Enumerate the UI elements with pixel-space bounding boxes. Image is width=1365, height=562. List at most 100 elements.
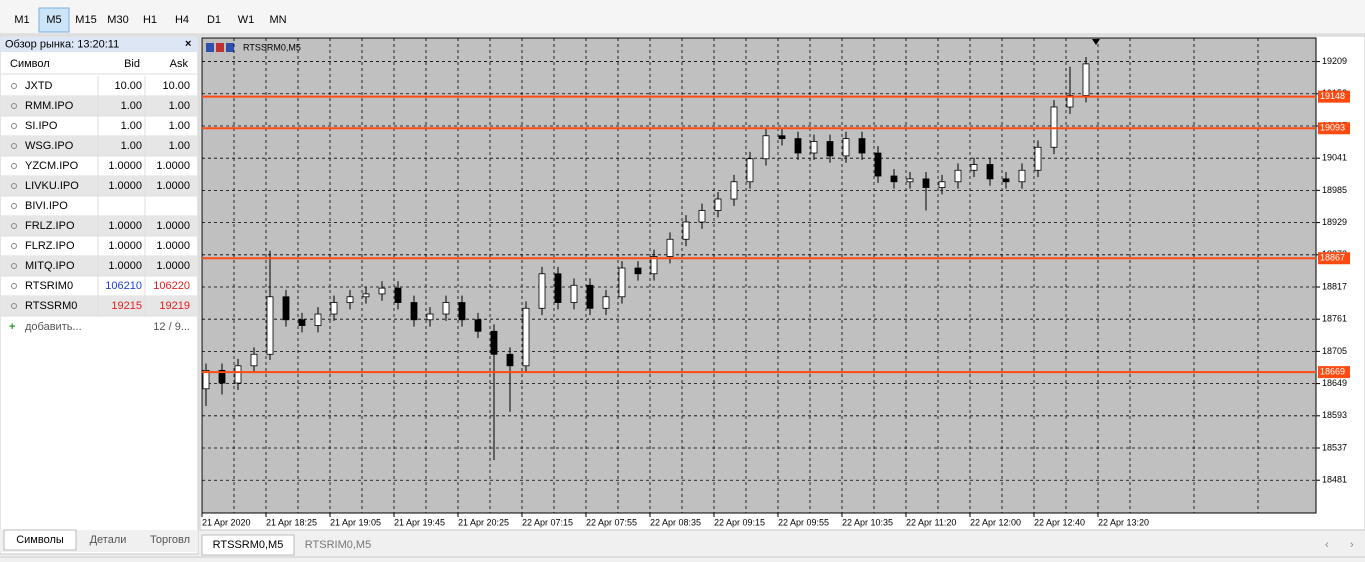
panel-title-bar <box>1 37 197 52</box>
symbol-icon <box>11 223 17 229</box>
candle-body <box>410 302 418 321</box>
candle-body <box>586 284 594 309</box>
chart-tabs-bar <box>200 534 1365 556</box>
y-tick-label: 18593 <box>1322 410 1347 420</box>
timeframe-button[interactable]: M15 <box>75 14 96 26</box>
y-tick-label: 19041 <box>1322 153 1347 163</box>
timeframe-button[interactable]: M1 <box>14 14 29 26</box>
symbol[interactable]: RTSRIM0 <box>25 280 73 292</box>
candle-body <box>570 284 578 303</box>
candle-body <box>426 313 434 321</box>
symbol[interactable]: JXTD <box>25 80 53 92</box>
timeframe-button[interactable]: H1 <box>143 14 157 26</box>
candle-body <box>1018 169 1026 183</box>
ask: 1.00 <box>169 140 190 152</box>
candle-body <box>826 141 834 157</box>
bid: 1.00 <box>121 140 142 152</box>
bid: 1.0000 <box>108 160 142 172</box>
symbol[interactable]: LIVKU.IPO <box>25 180 79 192</box>
chart-title: RTSSRM0,M5 <box>243 42 301 52</box>
symbol[interactable]: RTSSRM0 <box>25 300 77 312</box>
column-bid[interactable]: Bid <box>124 58 140 70</box>
bid: 1.0000 <box>108 260 142 272</box>
x-tick-label: 22 Apr 12:00 <box>970 517 1021 527</box>
y-tick-label: 18929 <box>1322 217 1347 227</box>
symbol[interactable]: WSG.IPO <box>25 140 74 152</box>
symbol-icon <box>11 303 17 309</box>
symbol-icon <box>11 83 17 89</box>
level-label-bg <box>1318 252 1350 265</box>
candle-body <box>986 164 994 180</box>
scroll-right[interactable]: › <box>1350 539 1354 551</box>
symbol[interactable]: BIVI.IPO <box>25 200 68 212</box>
add-icon[interactable]: + <box>9 321 15 333</box>
candle-body <box>538 273 546 309</box>
symbol[interactable]: SI.IPO <box>25 120 58 132</box>
candle-body <box>922 178 930 188</box>
row-bg <box>1 256 197 276</box>
candle-body <box>906 178 914 183</box>
symbol-icon <box>11 143 17 149</box>
y-tick-label: 18649 <box>1322 378 1347 388</box>
x-tick-label: 22 Apr 10:35 <box>842 517 893 527</box>
chart-tab[interactable]: RTSSRM0,M5 <box>213 539 284 551</box>
symbol-icon <box>11 123 17 129</box>
candle-body <box>954 169 962 183</box>
close-button[interactable]: × <box>185 38 191 50</box>
bid: 1.00 <box>121 100 142 112</box>
symbol[interactable]: RMM.IPO <box>25 100 74 112</box>
symbol-icon <box>11 243 17 249</box>
row-bg <box>1 136 197 156</box>
candle-body <box>250 353 258 367</box>
candle-body <box>842 138 850 157</box>
chart-icon <box>226 43 234 52</box>
chart-icon <box>216 43 224 52</box>
ask: 1.0000 <box>156 180 190 192</box>
row-bg <box>1 176 197 196</box>
timeframe-button[interactable]: MN <box>269 14 286 26</box>
candle-body <box>858 138 866 154</box>
timeframe-button[interactable]: W1 <box>238 14 255 26</box>
ask: 10.00 <box>162 80 190 92</box>
candle-body <box>938 181 946 188</box>
chart-tab[interactable]: RTSRIM0,M5 <box>305 539 371 551</box>
y-tick-label: 18481 <box>1322 475 1347 485</box>
candle-body <box>442 302 450 315</box>
row-bg <box>1 216 197 236</box>
toolbar <box>0 0 1365 34</box>
symbol[interactable]: YZCM.IPO <box>25 160 79 172</box>
candle-body <box>666 238 674 257</box>
column-symbol[interactable]: Символ <box>10 58 50 70</box>
row-bg <box>1 296 197 316</box>
symbol[interactable]: FRLZ.IPO <box>25 220 75 232</box>
bid: 1.00 <box>121 120 142 132</box>
y-tick-label: 18705 <box>1322 346 1347 356</box>
row-bg <box>1 96 197 116</box>
candle-body <box>650 256 658 275</box>
x-tick-label: 21 Apr 18:25 <box>266 517 317 527</box>
candle-body <box>394 287 402 303</box>
candle-body <box>970 164 978 171</box>
bid: 106210 <box>105 280 142 292</box>
scroll-left[interactable]: ‹ <box>1325 539 1329 551</box>
candle-body <box>330 302 338 315</box>
candle-body <box>522 307 530 367</box>
candle-body <box>202 369 210 390</box>
add-symbol[interactable]: добавить... <box>25 321 82 333</box>
panel-tab[interactable]: Детали <box>90 534 127 546</box>
symbol[interactable]: MITQ.IPO <box>25 260 75 272</box>
candle-body <box>378 287 386 295</box>
candle-body <box>282 296 290 321</box>
panel-tab[interactable]: Торговл <box>150 534 190 546</box>
candle-body <box>602 296 610 309</box>
panel-tab[interactable]: Символы <box>16 534 64 546</box>
timeframe-button[interactable]: D1 <box>207 14 221 26</box>
symbol[interactable]: FLRZ.IPO <box>25 240 75 252</box>
column-ask[interactable]: Ask <box>170 58 189 70</box>
bid: 10.00 <box>114 80 142 92</box>
timeframe-button[interactable]: H4 <box>175 14 189 26</box>
timeframe-button[interactable]: M30 <box>107 14 128 26</box>
timeframe-button[interactable]: M5 <box>46 14 61 26</box>
bid: 19215 <box>111 300 142 312</box>
